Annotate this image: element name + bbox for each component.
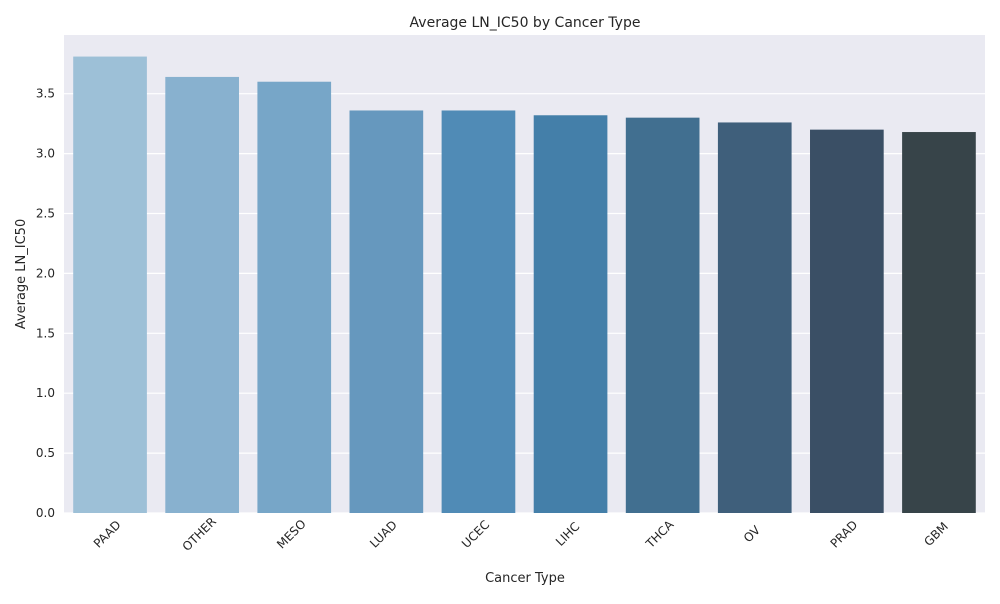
bars bbox=[73, 56, 976, 514]
bar-paad bbox=[73, 56, 147, 514]
bar-luad bbox=[349, 110, 424, 513]
x-tick-label: LUAD bbox=[367, 518, 400, 551]
chart-title: Average LN_IC50 by Cancer Type bbox=[410, 15, 641, 31]
x-tick-label: PRAD bbox=[828, 518, 861, 551]
y-tick-label: 2.0 bbox=[36, 266, 55, 280]
y-axis-ticks: 0.0 0.5 1.0 1.5 2.0 2.5 3.0 3.5 bbox=[36, 87, 55, 520]
x-tick-label: LIHC bbox=[553, 519, 582, 548]
x-tick-label: PAAD bbox=[91, 518, 124, 551]
x-tick-label: UCEC bbox=[459, 518, 492, 551]
y-tick-label: 1.5 bbox=[36, 326, 55, 340]
bar-lihc bbox=[533, 115, 608, 514]
y-tick-label: 2.5 bbox=[36, 207, 55, 221]
y-tick-label: 1.0 bbox=[36, 386, 55, 400]
y-axis-label: Average LN_IC50 bbox=[14, 219, 29, 329]
y-tick-label: 0.5 bbox=[36, 446, 55, 460]
x-tick-label: GBM bbox=[921, 519, 951, 549]
y-tick-label: 3.0 bbox=[36, 147, 55, 161]
x-tick-label: OTHER bbox=[180, 514, 219, 553]
x-axis-label: Cancer Type bbox=[485, 571, 565, 586]
bar-ucec bbox=[441, 110, 516, 513]
bar-gbm bbox=[902, 132, 976, 513]
bar-meso bbox=[257, 81, 332, 513]
x-tick-label: OV bbox=[741, 522, 764, 545]
y-tick-label: 0.0 bbox=[36, 506, 55, 520]
x-tick-label: MESO bbox=[274, 517, 309, 552]
bar-ov bbox=[717, 122, 792, 513]
bar-prad bbox=[810, 129, 884, 513]
x-tick-label: THCA bbox=[643, 517, 677, 551]
bar-thca bbox=[625, 117, 700, 513]
x-axis-ticks: PAAD OTHER MESO LUAD UCEC LIHC THCA OV PRAD GBM bbox=[91, 514, 951, 553]
y-tick-label: 3.5 bbox=[36, 87, 55, 101]
bar-other bbox=[165, 76, 239, 514]
